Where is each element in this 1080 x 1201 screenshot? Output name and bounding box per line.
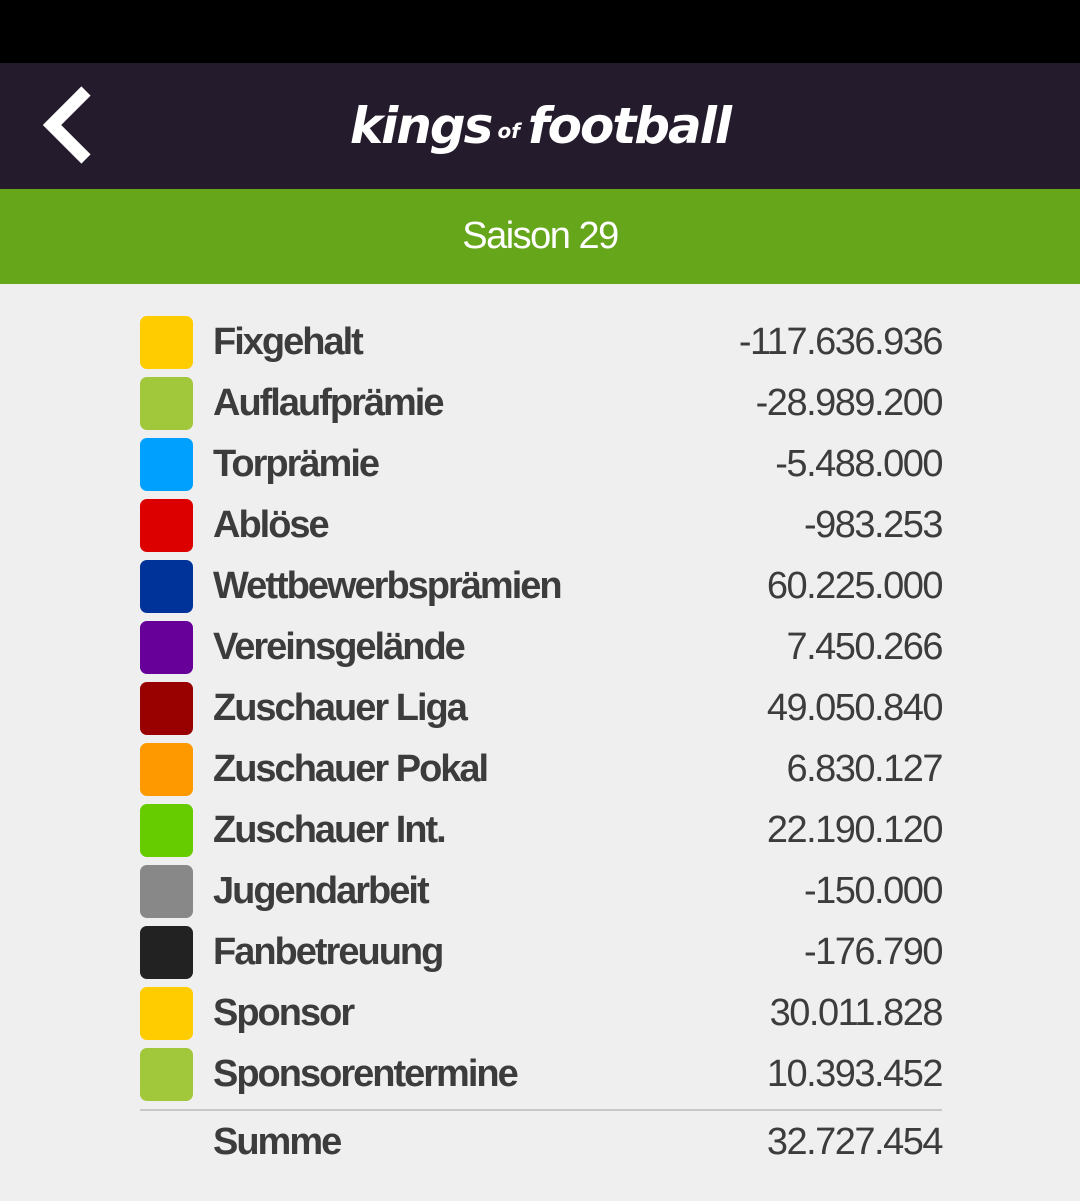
color-swatch: [140, 499, 193, 552]
sum-value: 32.727.454: [766, 1120, 944, 1163]
color-swatch: [140, 987, 193, 1040]
item-value: -983.253: [803, 504, 944, 546]
item-label: Sponsor: [213, 992, 355, 1034]
back-button[interactable]: [22, 77, 118, 173]
item-value: -150.000: [803, 870, 944, 912]
color-swatch: [140, 926, 193, 979]
item-label: Auflaufprämie: [213, 382, 444, 424]
item-value: 7.450.266: [786, 626, 943, 668]
color-swatch: [140, 743, 193, 796]
list-item: Zuschauer Liga 49.050.840: [140, 678, 944, 739]
list-item: Torprämie -5.488.000: [140, 434, 943, 495]
list-item: Auflaufprämie -28.989.200: [140, 373, 944, 434]
item-label: Torprämie: [213, 443, 380, 485]
item-label: Sponsorentermine: [213, 1053, 519, 1095]
list-item: Fixgehalt -117.636.936: [140, 312, 944, 373]
finance-list: Fixgehalt -117.636.936 Auflaufprämie -28.98…: [140, 312, 944, 1173]
item-value: 30.011.828: [769, 992, 944, 1034]
color-swatch: [140, 1048, 193, 1101]
sum-divider: [140, 1109, 942, 1111]
item-value: 60.225.000: [766, 565, 944, 607]
item-value: 6.830.127: [786, 748, 943, 790]
season-title: Saison 29: [462, 215, 619, 257]
status-bar: [0, 0, 1080, 63]
item-value: -28.989.200: [755, 382, 944, 424]
item-value: -176.790: [803, 931, 944, 973]
list-item: Sponsor 30.011.828: [140, 983, 944, 1044]
color-swatch: [140, 316, 193, 369]
list-item: Fanbetreuung -176.790: [140, 922, 944, 983]
color-swatch: [140, 438, 193, 491]
logo-football: football: [527, 97, 732, 155]
app-header: kings of football: [0, 63, 1080, 189]
item-value: 49.050.840: [766, 687, 944, 729]
sum-row: Summe 32.727.454: [140, 1111, 944, 1173]
list-item: Ablöse -983.253: [140, 495, 944, 556]
color-swatch: [140, 560, 193, 613]
list-item: Jugendarbeit -150.000: [140, 861, 944, 922]
item-value: 22.190.120: [766, 809, 944, 851]
item-label: Zuschauer Liga: [213, 687, 468, 729]
item-label: Fixgehalt: [213, 321, 364, 363]
sum-label: Summe: [213, 1120, 342, 1163]
item-value: -117.636.936: [738, 321, 944, 363]
item-value: 10.393.452: [766, 1053, 944, 1095]
list-item: Zuschauer Int. 22.190.120: [140, 800, 944, 861]
app-logo: kings of football: [0, 63, 1080, 189]
logo-of: of: [497, 119, 520, 143]
season-bar: Saison 29: [0, 189, 1080, 284]
item-label: Zuschauer Int.: [213, 809, 447, 851]
list-item: Zuschauer Pokal 6.830.127: [140, 739, 943, 800]
item-label: Ablöse: [213, 504, 330, 546]
item-label: Vereinsgelände: [213, 626, 466, 668]
item-label: Wettbewerbsprämien: [213, 565, 563, 607]
item-label: Jugendarbeit: [213, 870, 430, 912]
color-swatch: [140, 621, 193, 674]
logo-kings: kings: [349, 97, 494, 155]
list-item: Vereinsgelände 7.450.266: [140, 617, 943, 678]
item-label: Fanbetreuung: [213, 931, 444, 973]
list-item: Sponsorentermine 10.393.452: [140, 1044, 944, 1105]
color-swatch: [140, 804, 193, 857]
item-value: -5.488.000: [775, 443, 943, 485]
color-swatch: [140, 377, 193, 430]
chevron-left-icon: [42, 86, 91, 164]
color-swatch: [140, 865, 193, 918]
color-swatch: [140, 682, 193, 735]
item-label: Zuschauer Pokal: [213, 748, 489, 790]
list-item: Wettbewerbsprämien 60.225.000: [140, 556, 944, 617]
